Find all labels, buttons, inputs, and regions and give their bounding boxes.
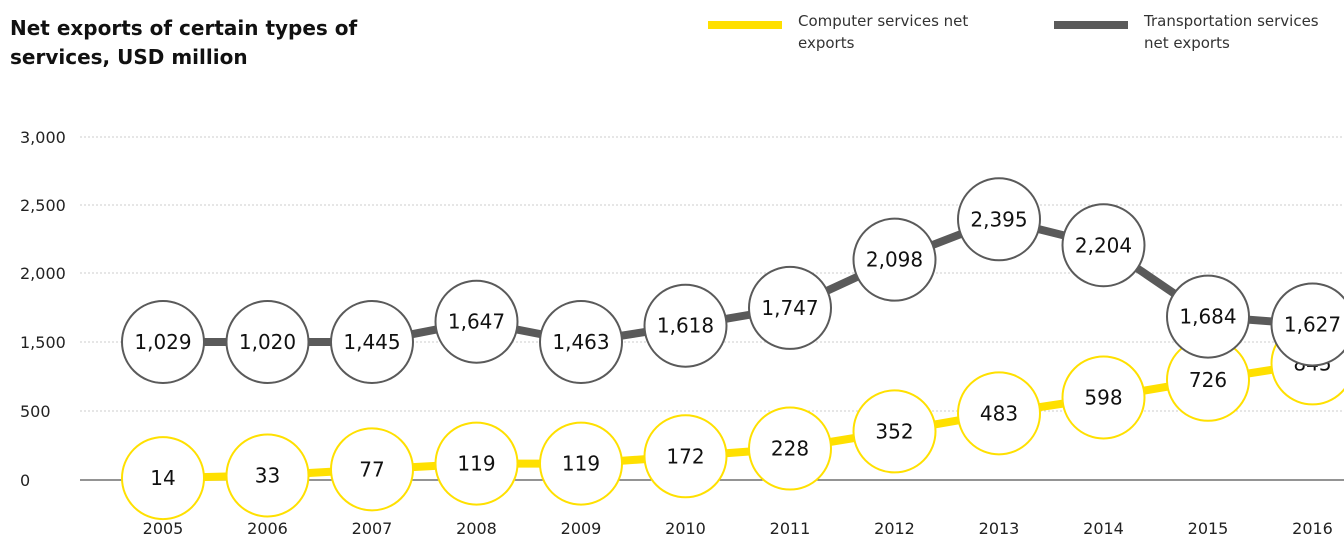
data-label-computer: 483 (980, 401, 1018, 425)
data-label-transport: 1,684 (1179, 305, 1236, 329)
data-label-computer: 726 (1189, 368, 1227, 392)
data-label-computer: 14 (150, 466, 175, 490)
legend-swatch-transport (1054, 21, 1128, 29)
data-label-transport: 1,463 (552, 330, 609, 354)
y-tick-label: 500 (20, 402, 51, 421)
data-label-transport: 1,618 (657, 314, 714, 338)
data-label-transport: 2,204 (1075, 233, 1132, 257)
legend-label-computer: Computer services net exports (798, 12, 969, 52)
y-tick-label: 2,000 (20, 264, 66, 283)
data-point-transport (539, 300, 623, 384)
legend-swatch-computer (708, 21, 782, 29)
y-tick-label: 2,500 (20, 196, 66, 215)
data-point-computer (225, 433, 310, 518)
data-point-computer (434, 421, 519, 506)
x-tick-label: 2007 (352, 519, 393, 538)
y-tick-label: 1,500 (20, 333, 66, 352)
x-tick-label: 2008 (456, 519, 497, 538)
data-point-computer (330, 427, 414, 512)
data-label-transport: 1,445 (343, 330, 400, 354)
data-point-transport (330, 300, 414, 384)
data-point-computer (121, 436, 205, 521)
data-point-transport (748, 265, 832, 350)
data-label-transport: 1,647 (448, 310, 505, 334)
data-label-transport: 2,395 (970, 207, 1027, 231)
data-label-transport: 1,020 (239, 330, 296, 354)
data-point-transport (1166, 274, 1250, 359)
x-tick-label: 2011 (770, 519, 811, 538)
data-point-transport (957, 177, 1041, 262)
x-tick-label: 2016 (1292, 519, 1333, 538)
x-tick-label: 2014 (1083, 519, 1124, 538)
data-point-computer (1061, 355, 1146, 440)
data-point-transport (434, 279, 519, 364)
x-tick-label: 2005 (143, 519, 184, 538)
data-point-transport (1270, 282, 1344, 367)
y-tick-label: 3,000 (20, 128, 66, 147)
data-label-computer: 172 (666, 444, 704, 468)
data-label-transport: 1,747 (761, 296, 818, 320)
data-point-transport (121, 300, 205, 384)
data-point-computer (539, 421, 623, 506)
x-tick-label: 2010 (665, 519, 706, 538)
data-label-computer: 77 (359, 457, 384, 481)
data-label-computer: 119 (457, 452, 495, 476)
data-point-computer (852, 389, 937, 474)
chart-title: Net exports of certain types of services… (10, 16, 358, 69)
data-label-transport: 1,029 (134, 330, 191, 354)
data-label-computer: 119 (562, 452, 600, 476)
data-label-transport: 2,098 (866, 248, 923, 272)
data-point-transport (852, 217, 937, 302)
data-point-computer (957, 371, 1041, 456)
data-point-transport (225, 300, 310, 384)
x-tick-label: 2009 (561, 519, 602, 538)
data-label-computer: 352 (875, 419, 913, 443)
x-tick-label: 2013 (979, 519, 1020, 538)
legend-label-transport: Transportation services net exports (1144, 12, 1319, 52)
x-tick-label: 2012 (874, 519, 915, 538)
data-label-computer: 228 (771, 437, 809, 461)
data-label-computer: 33 (255, 463, 280, 487)
data-point-computer (748, 406, 832, 491)
data-label-computer: 598 (1084, 385, 1122, 409)
y-tick-label: 0 (20, 471, 30, 490)
x-tick-label: 2006 (247, 519, 288, 538)
x-tick-label: 2015 (1188, 519, 1229, 538)
data-point-transport (1061, 203, 1146, 288)
data-point-computer (643, 414, 728, 499)
data-label-transport: 1,627 (1284, 312, 1341, 336)
data-point-transport (643, 283, 728, 368)
